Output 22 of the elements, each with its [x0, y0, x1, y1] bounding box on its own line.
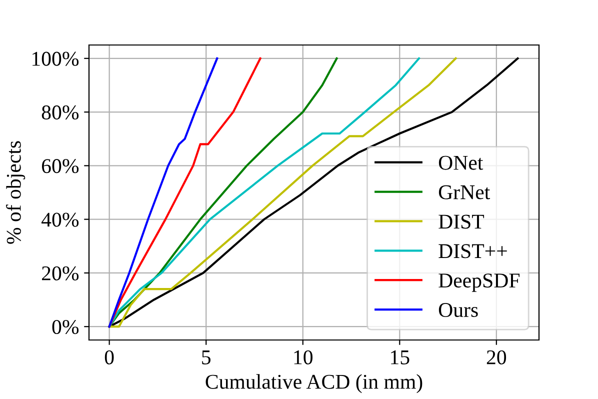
- legend-label: Ours: [438, 303, 478, 318]
- y-tick-label: 0%: [52, 320, 79, 334]
- y-tick-label: 40%: [42, 212, 79, 227]
- y-tick-label: 20%: [42, 266, 79, 280]
- y-tick-label: 60%: [42, 159, 79, 174]
- line-series: [108, 57, 519, 328]
- line-series: [108, 57, 218, 328]
- y-tick-label: 100%: [32, 52, 79, 66]
- x-axis-title: Cumulative ACD (in mm): [206, 374, 422, 394]
- legend-label: DIST: [438, 214, 484, 229]
- legend-label: GrNet: [438, 185, 490, 200]
- legend-label: DeepSDF: [438, 274, 520, 292]
- legend-label: DIST++: [438, 244, 507, 258]
- x-tick-label: 5: [202, 350, 210, 364]
- line-series: [108, 57, 262, 328]
- x-tick-label: 0: [104, 350, 114, 364]
- legend-label: ONet: [438, 156, 484, 170]
- x-tick-label: 15: [391, 350, 410, 364]
- x-tick-label: 10: [294, 350, 312, 364]
- y-axis-title: % of objects: [6, 141, 26, 244]
- y-tick-label: 80%: [42, 105, 79, 120]
- x-tick-label: 20: [486, 350, 506, 364]
